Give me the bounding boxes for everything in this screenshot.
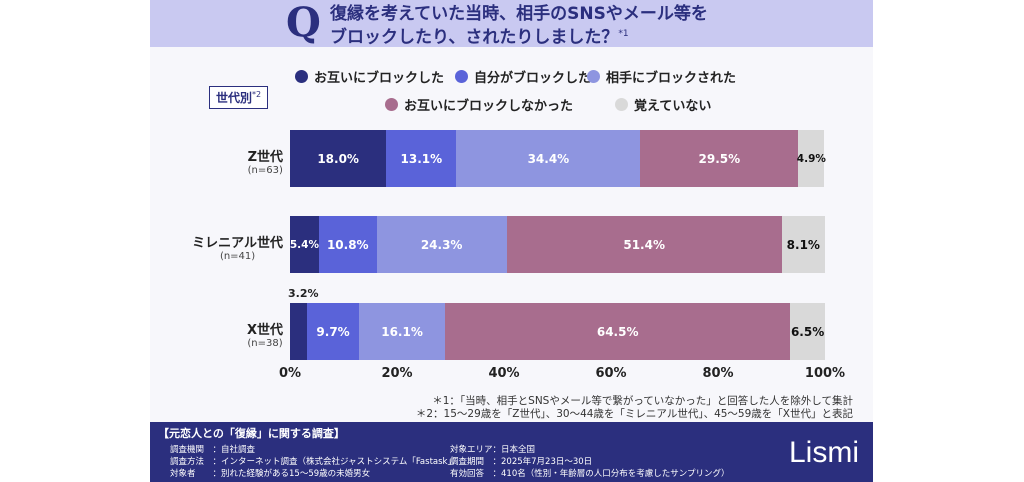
x-tick-label: 0%: [278, 366, 302, 381]
category-n: (n=63): [247, 165, 283, 176]
x-tick-label: 100%: [804, 366, 846, 381]
bar-segment: 29.5%: [640, 130, 799, 187]
data-label: 51.4%: [623, 237, 665, 252]
survey-info: 対象者 ：別れた経験がある15〜59歳の未婚男女: [170, 469, 371, 479]
category-label: ミレニアル世代 (n=41): [192, 232, 283, 262]
footnote-1: ＊1：「当時、相手とSNSやメール等で繋がっていなかった」と回答した人を除外して…: [432, 395, 853, 407]
data-label: 18.0%: [317, 151, 359, 166]
survey-info: 調査方法 ：インターネット調査（株式会社ジャストシステム「Fastask」）: [170, 457, 461, 467]
bar-segment: 5.4%: [290, 216, 319, 273]
data-label: 24.3%: [420, 237, 463, 252]
bar-segment: 34.4%: [456, 130, 641, 187]
legend-swatch: [587, 70, 600, 83]
bar-segment: 16.1%: [359, 303, 446, 360]
data-label: 64.5%: [596, 324, 639, 339]
survey-footer: 【元恋人との「復縁」に関する調査】 調査機関 ：自社調査 調査方法 ：インターネ…: [150, 422, 873, 482]
title-line-1: 復縁を考えていた当時、相手のSNSやメール等を: [330, 4, 708, 24]
legend-label: 自分がブロックした: [474, 71, 592, 86]
category-name: X世代: [246, 323, 283, 338]
survey-info: 対象エリア：日本全国: [450, 445, 536, 455]
legend-swatch: [295, 70, 308, 83]
lismi-logo: Lismi: [788, 436, 859, 469]
x-tick-label: 40%: [488, 366, 520, 381]
category-name: Z世代: [247, 150, 283, 165]
bar-segment: 10.8%: [318, 216, 377, 273]
category-n: (n=38): [247, 338, 283, 349]
x-tick-label: 80%: [702, 366, 734, 381]
data-label: 8.1%: [786, 237, 820, 252]
bar-segment: 24.3%: [376, 216, 507, 273]
survey-title: 【元恋人との「復縁」に関する調査】: [158, 427, 345, 440]
bar-segment: 13.1%: [386, 130, 457, 187]
bar-segment: 9.7%: [307, 303, 359, 360]
legend-label: お互いにブロックしなかった: [404, 99, 574, 114]
group-label-text: 世代別: [216, 91, 253, 105]
legend-swatch: [455, 70, 468, 83]
title-line-2: ブロックしたり、されたりしました？: [330, 27, 619, 48]
data-label: 3.2%: [288, 287, 319, 300]
x-tick-label: 60%: [595, 366, 627, 381]
category-n: (n=41): [219, 251, 256, 262]
bar-segment: 3.2%: [288, 287, 319, 360]
legend-item: 覚えていない: [615, 95, 711, 114]
survey-info: 有効回答 ：410名（性別・年齢層の人口分布を考慮したサンプリング）: [450, 469, 730, 479]
question-header: Q 復縁を考えていた当時、相手のSNSやメール等を ブロックしたり、されたりしま…: [150, 0, 873, 48]
legend-item: 自分がブロックした: [455, 67, 591, 86]
data-label: 10.8%: [326, 237, 369, 252]
x-tick-label: 20%: [381, 366, 413, 381]
data-label: 4.9%: [796, 152, 826, 165]
footnote-2: ＊2：15〜29歳を「Z世代」、30〜44歳を「ミレニアル世代」、45〜59歳を…: [415, 408, 853, 420]
q-icon: Q: [286, 0, 321, 46]
legend-label: お互いにブロックした: [314, 71, 445, 86]
infographic: Q 復縁を考えていた当時、相手のSNSやメール等を ブロックしたり、されたりしま…: [150, 0, 873, 482]
data-label: 16.1%: [381, 324, 423, 339]
bar-segment: 51.4%: [506, 216, 782, 273]
data-label: 13.1%: [400, 151, 443, 166]
data-label: 6.5%: [790, 324, 825, 339]
bar-segment: 6.5%: [790, 303, 825, 360]
legend-item: お互いにブロックした: [295, 67, 444, 86]
legend-swatch: [385, 98, 398, 111]
legend-item: お互いにブロックしなかった: [385, 95, 573, 114]
legend-swatch: [615, 98, 628, 111]
title-note: *1: [618, 29, 629, 39]
category-label: Z世代 (n=63): [248, 146, 283, 176]
bar-segment: 8.1%: [781, 216, 825, 273]
survey-info: 調査機関 ：自社調査: [170, 445, 256, 455]
bar-segment: 64.5%: [445, 303, 791, 360]
group-label: 世代別*2: [209, 86, 269, 109]
question-title: 復縁を考えていた当時、相手のSNSやメール等を ブロックしたり、されたりしました…: [330, 4, 708, 48]
survey-info: 調査期間 ：2025年7月23日〜30日: [450, 457, 593, 467]
bar-segment: 4.9%: [796, 130, 826, 187]
data-label: 34.4%: [527, 151, 570, 166]
legend-label: 覚えていない: [634, 99, 712, 114]
group-note: *2: [252, 90, 262, 99]
bar-segment: 18.0%: [290, 130, 387, 187]
legend-item: 相手にブロックされた: [587, 67, 736, 86]
category-name: ミレニアル世代: [192, 236, 283, 251]
data-label: 9.7%: [316, 324, 350, 339]
data-label: 5.4%: [289, 238, 319, 251]
legend-label: 相手にブロックされた: [606, 71, 737, 86]
data-label: 29.5%: [698, 151, 741, 166]
category-label: X世代 (n=38): [247, 319, 283, 349]
